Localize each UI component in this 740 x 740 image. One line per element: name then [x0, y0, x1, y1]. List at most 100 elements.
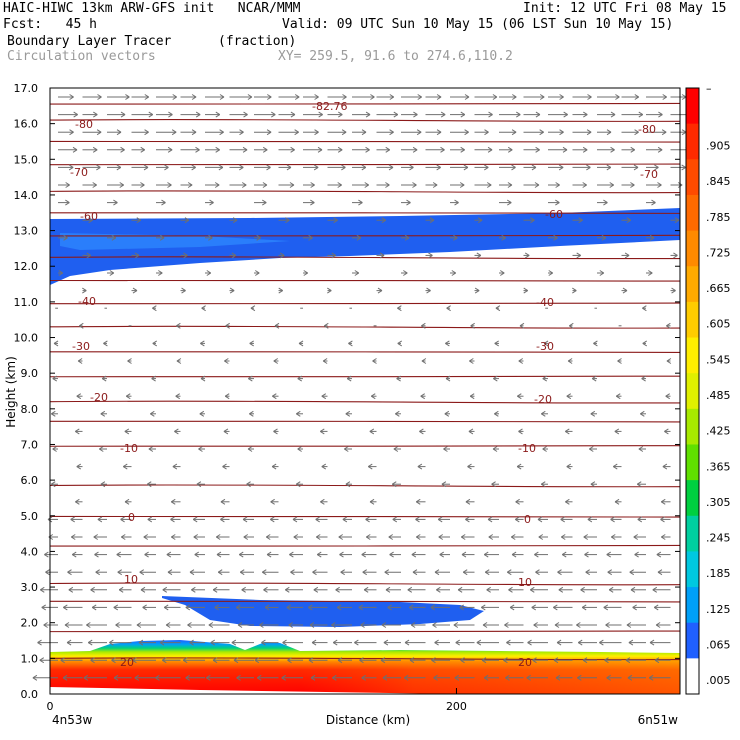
vector-head [310, 674, 316, 681]
vector-head [63, 604, 68, 611]
vector-head [243, 534, 249, 540]
vector-head [338, 534, 343, 540]
vector-head [100, 410, 106, 417]
vector-head [335, 586, 340, 593]
vector-head [165, 622, 171, 628]
vector-head [255, 270, 260, 276]
y-tick-label: 5.0 [21, 510, 39, 523]
vector-head [97, 516, 103, 523]
vector-head [584, 551, 589, 558]
isotherm-line [49, 350, 681, 353]
vector-head [182, 657, 188, 664]
vector-head [542, 446, 547, 452]
vector-head [239, 569, 245, 576]
vector-head [217, 569, 223, 576]
vector-head [533, 622, 538, 628]
isotherm-label: -10 [518, 442, 536, 455]
vector-head [100, 481, 106, 488]
surface-band [50, 687, 450, 694]
vector-head [581, 604, 587, 611]
tracer-shading [50, 208, 680, 694]
vector-head [465, 498, 471, 505]
vector-head [461, 551, 467, 558]
vector-head [389, 94, 395, 100]
y-tick-label: 8.0 [21, 403, 39, 416]
vector-head [310, 182, 315, 188]
vector-head [170, 516, 175, 523]
vector-head [215, 146, 220, 153]
vector-head [420, 393, 425, 400]
vector-head [666, 358, 672, 364]
vector-head [428, 252, 433, 259]
vector-head [515, 516, 520, 523]
vector-head [494, 340, 499, 347]
vector-head [476, 639, 482, 646]
vector-head [392, 516, 398, 523]
vector-head [298, 340, 304, 347]
vector-head [142, 604, 147, 611]
vector-head [465, 516, 470, 523]
isotherm-label: 10 [124, 573, 138, 586]
vector-head [615, 94, 620, 100]
vector-head [176, 358, 182, 364]
vector-head [610, 146, 615, 153]
vector-head [127, 358, 132, 364]
vector-head [391, 481, 397, 488]
x-end-label-right: 6n51w [638, 713, 679, 727]
vector-head [492, 446, 498, 452]
vector-head [662, 463, 668, 470]
isotherm-line [49, 544, 681, 547]
vector-head [587, 94, 592, 100]
vector-head [90, 586, 95, 593]
vector-head [463, 164, 469, 171]
vector-head [39, 657, 45, 664]
vector-head [289, 551, 294, 558]
y-tick-label: 11.0 [14, 296, 39, 309]
vector-head [578, 217, 583, 224]
vector-head [237, 622, 243, 628]
vector-head [86, 622, 91, 628]
isotherm-line [49, 102, 681, 105]
vector-head [557, 569, 562, 576]
vector-head [316, 551, 322, 558]
vector-head [365, 111, 371, 118]
vector-head [582, 182, 587, 188]
vector-head [193, 534, 199, 540]
vector-head [361, 551, 367, 558]
isotherm-label: -70 [640, 168, 658, 181]
vector-head [393, 446, 399, 452]
vector-head [249, 340, 254, 347]
vector-head [150, 410, 155, 417]
x-axis-label: Distance (km) [326, 713, 410, 727]
colorbar-swatch [686, 337, 699, 374]
vector-head [356, 234, 362, 241]
vector-head [417, 463, 423, 470]
vector-head [65, 182, 70, 188]
vector-head [152, 305, 157, 312]
vector-head [308, 657, 314, 664]
vector-head [167, 146, 173, 153]
vector-head [87, 639, 93, 646]
vector-head [654, 164, 659, 171]
vector-head [566, 393, 572, 400]
vector-head [486, 586, 491, 593]
vector-head [483, 551, 489, 558]
vector-head [116, 164, 122, 171]
vector-head [591, 375, 597, 382]
vector-head [491, 481, 496, 488]
vector-head [404, 639, 410, 646]
isotherm-label: 0 [524, 513, 531, 526]
vector-head [134, 252, 140, 259]
vector-head [377, 287, 383, 294]
vector-head [681, 94, 687, 100]
vector-head [407, 586, 413, 593]
vector-head [181, 287, 186, 294]
axes: 0.0 1.0 2.0 3.0 4.0 5.0 6.0 7.0 8.0 9.0 10.0 11.0 12… [14, 82, 680, 713]
vector-head [608, 586, 614, 593]
vector-head [681, 164, 686, 171]
vector-head [69, 94, 74, 100]
vector-head [559, 94, 564, 100]
vector-head [294, 94, 300, 100]
vector-head [368, 463, 373, 470]
vector-head [603, 199, 608, 206]
